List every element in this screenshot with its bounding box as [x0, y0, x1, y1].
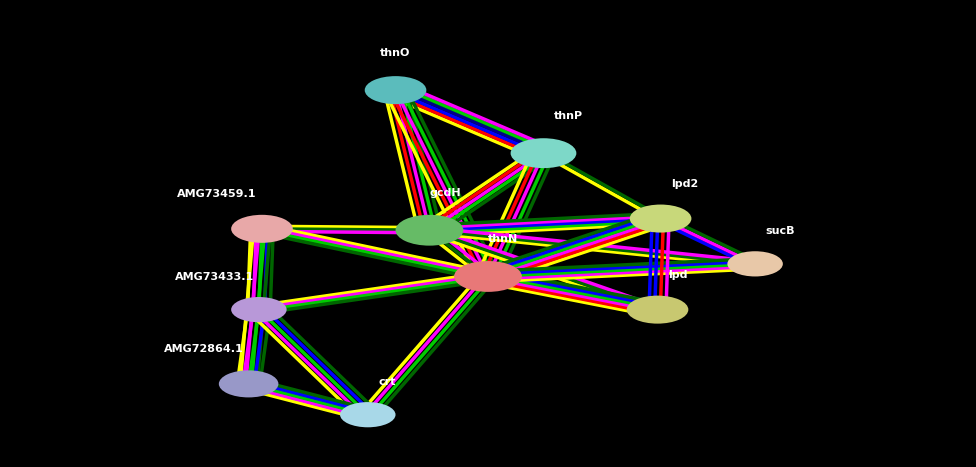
Text: crt: crt: [378, 377, 395, 387]
Text: gcdH: gcdH: [429, 188, 461, 198]
Circle shape: [231, 297, 287, 322]
Text: thnP: thnP: [553, 112, 583, 121]
Circle shape: [727, 251, 783, 276]
Text: lpd: lpd: [668, 270, 687, 280]
Circle shape: [454, 261, 522, 292]
Circle shape: [365, 76, 427, 104]
Circle shape: [395, 215, 464, 246]
Text: thnN: thnN: [488, 234, 518, 244]
Text: AMG73433.1: AMG73433.1: [175, 272, 254, 282]
Circle shape: [340, 402, 395, 427]
Text: AMG73459.1: AMG73459.1: [178, 189, 257, 199]
Text: thnO: thnO: [381, 49, 411, 58]
Circle shape: [231, 215, 293, 243]
Text: sucB: sucB: [765, 226, 794, 236]
Text: lpd2: lpd2: [671, 179, 698, 189]
Text: AMG72864.1: AMG72864.1: [164, 345, 243, 354]
Circle shape: [630, 205, 691, 233]
Circle shape: [510, 138, 577, 168]
Circle shape: [219, 370, 278, 397]
Circle shape: [627, 296, 688, 324]
